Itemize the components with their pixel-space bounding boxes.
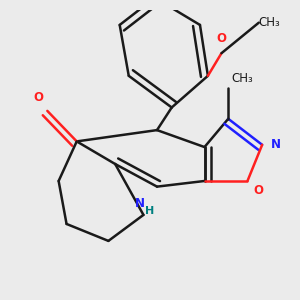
Text: CH₃: CH₃ [232,72,254,85]
Text: N: N [134,197,144,210]
Text: N: N [271,138,281,151]
Text: O: O [34,91,44,104]
Text: CH₃: CH₃ [259,16,280,29]
Text: O: O [253,184,263,197]
Text: H: H [146,206,154,216]
Text: O: O [217,32,226,45]
